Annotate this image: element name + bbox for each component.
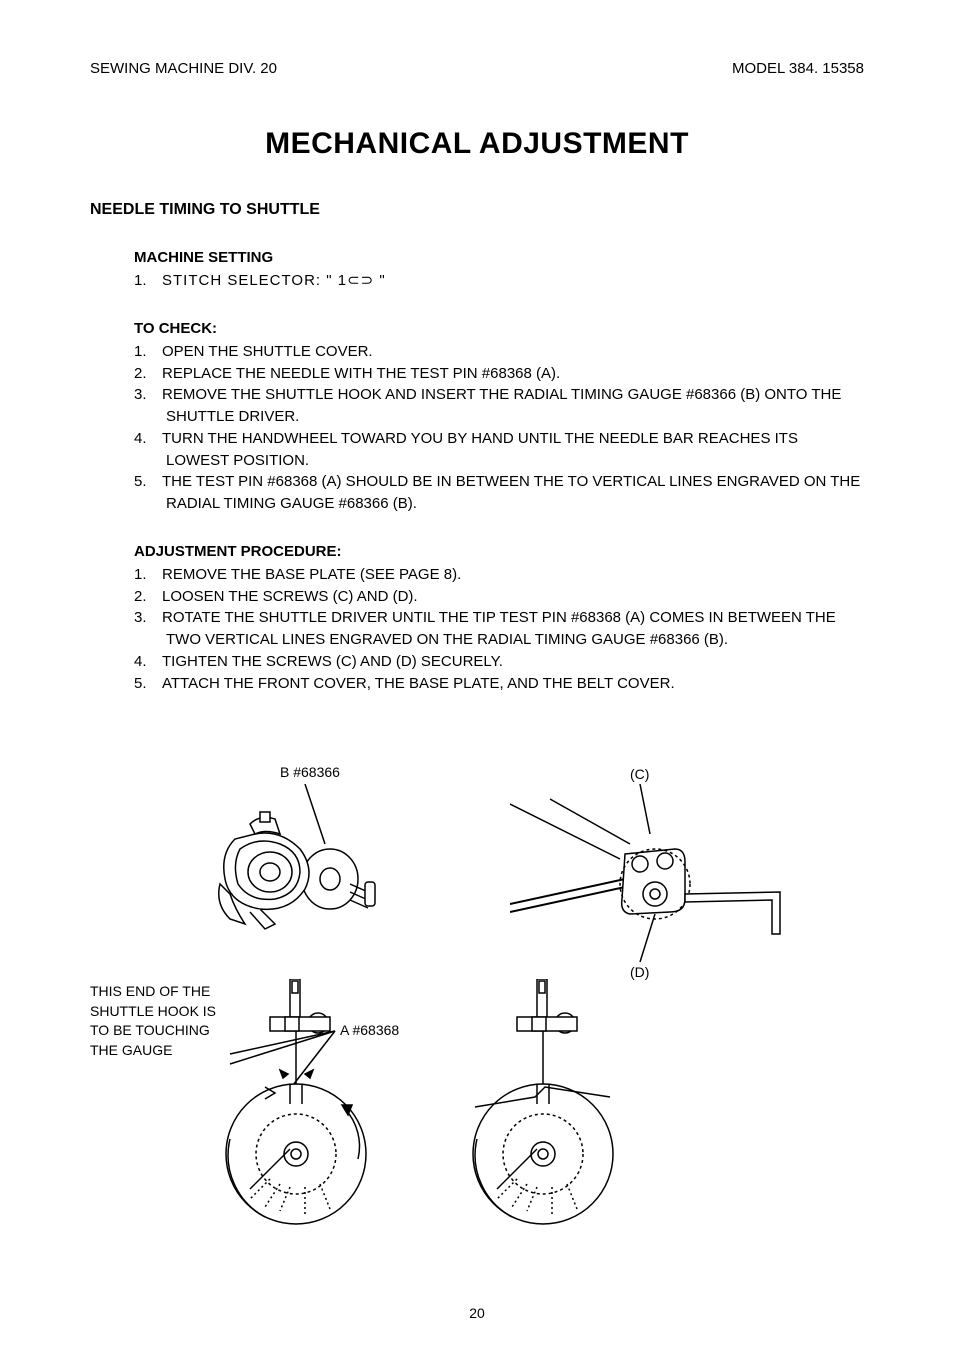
list-item: 1.REMOVE THE BASE PLATE (SEE PAGE 8).	[134, 564, 864, 586]
adjustment-block: ADJUSTMENT PROCEDURE: 1.REMOVE THE BASE …	[134, 543, 864, 695]
to-check-heading: TO CHECK:	[134, 320, 864, 337]
machine-setting-heading: MACHINE SETTING	[134, 249, 864, 266]
diagram-area: B #68366 (C) (D) A #68368 THIS END OF TH…	[90, 764, 864, 1234]
list-item: 3.REMOVE THE SHUTTLE HOOK AND INSERT THE…	[134, 384, 864, 428]
adjustment-list: 1.REMOVE THE BASE PLATE (SEE PAGE 8). 2.…	[134, 564, 864, 695]
list-item: 3.ROTATE THE SHUTTLE DRIVER UNTIL THE TI…	[134, 607, 864, 651]
to-check-list: 1.OPEN THE SHUTTLE COVER. 2.REPLACE THE …	[134, 341, 864, 515]
to-check-block: TO CHECK: 1.OPEN THE SHUTTLE COVER. 2.RE…	[134, 320, 864, 515]
header-left: SEWING MACHINE DIV. 20	[90, 60, 277, 77]
list-item: 2.LOOSEN THE SCREWS (C) AND (D).	[134, 586, 864, 608]
diagram-label-c: (C)	[630, 766, 649, 782]
list-item: 4.TURN THE HANDWHEEL TOWARD YOU BY HAND …	[134, 428, 864, 472]
shaft-clamp-icon	[510, 784, 800, 964]
header-right: MODEL 384. 15358	[732, 60, 864, 77]
page-number: 20	[0, 1305, 954, 1321]
page-header: SEWING MACHINE DIV. 20 MODEL 384. 15358	[90, 60, 864, 77]
section-heading: NEEDLE TIMING TO SHUTTLE	[90, 201, 864, 219]
adjustment-heading: ADJUSTMENT PROCEDURE:	[134, 543, 864, 560]
diagram-label-d: (D)	[630, 964, 649, 980]
page-title: MECHANICAL ADJUSTMENT	[90, 127, 864, 161]
shuttle-hook-gauge-icon	[180, 784, 380, 964]
list-item: 5.THE TEST PIN #68368 (A) SHOULD BE IN B…	[134, 471, 864, 515]
machine-setting-block: MACHINE SETTING 1.STITCH SELECTOR: " 1⊂⊃…	[134, 249, 864, 292]
gauge-with-pin-right-icon	[445, 979, 645, 1229]
gauge-with-pin-left-icon	[170, 979, 400, 1229]
diagram-label-b: B #68366	[280, 764, 340, 780]
list-item: 1.STITCH SELECTOR: " 1⊂⊃ "	[134, 270, 864, 292]
list-item: 2.REPLACE THE NEEDLE WITH THE TEST PIN #…	[134, 363, 864, 385]
list-item: 5.ATTACH THE FRONT COVER, THE BASE PLATE…	[134, 673, 864, 695]
list-item: 1.OPEN THE SHUTTLE COVER.	[134, 341, 864, 363]
list-item: 4.TIGHTEN THE SCREWS (C) AND (D) SECUREL…	[134, 651, 864, 673]
machine-setting-list: 1.STITCH SELECTOR: " 1⊂⊃ "	[134, 270, 864, 292]
